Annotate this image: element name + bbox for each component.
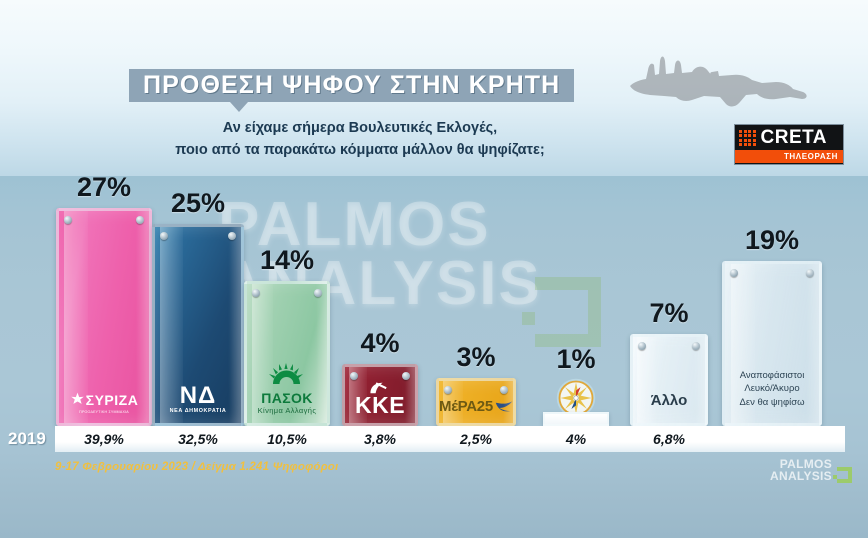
prev-value-allo: 6,8% (653, 431, 685, 447)
bar-chart: 27% ΣΥΡΙΖΑ ΠΡΟΟΔΕΥΤΙΚΗ ΣΥΜΜΑΧΙΑ 25% (0, 170, 868, 426)
bar-syriza[interactable]: ΣΥΡΙΖΑ ΠΡΟΟΔΕΥΤΙΚΗ ΣΥΜΜΑΧΙΑ (56, 208, 152, 426)
bar-value-mera25: 3% (456, 342, 496, 372)
bar-value-kke: 4% (360, 328, 400, 358)
creta-tagline: ΤΗΛΕΟΡΑΣΗ (783, 152, 838, 161)
page-title-bar: ΠΡΟΘΕΣΗ ΨΗΦΟΥ ΣΤΗΝ ΚΡΗΤΗ (129, 69, 575, 102)
bar-value-pasok: 14% (259, 245, 315, 275)
undecided-line-3: Δεν θα ψηφίσω (739, 397, 805, 409)
prev-value-mera25: 2,5% (460, 431, 492, 447)
bar-column-mera25[interactable]: 3% ΜέΡΑ25 (436, 174, 516, 426)
subtitle-line-2: ποιο από τα παρακάτω κόμματα μάλλον θα ψ… (175, 141, 545, 158)
bar-elliniki-lysi[interactable] (540, 378, 612, 426)
survey-footnote: 9-17 Φεβρουαρίου 2023 / Δείγμα 1.241 Ψηφ… (55, 461, 339, 473)
pasok-wordmark: ΠΑΣΟΚ (261, 389, 313, 406)
mera25-wordmark: ΜέΡΑ25 (439, 398, 493, 415)
palmos-logo-line-2: ANALYSIS (770, 469, 832, 484)
syriza-wordmark: ΣΥΡΙΖΑ (85, 392, 139, 408)
palmos-logo-line-1: PALMOS (779, 457, 832, 471)
undecided-line-1: Αναποφάσιστοι (739, 369, 805, 381)
subtitle: Αν είχαμε σήμερα Βουλευτικές Εκλογές, πο… (60, 118, 660, 162)
watermark-bracket-icon (522, 277, 601, 347)
pasok-sun-icon (269, 362, 303, 384)
previous-election-year-label: 2019 (8, 429, 46, 448)
bar-column-undecided[interactable]: 19% Αναποφάσιστοι Λευκό/Άκυρο Δεν θα ψηφ… (722, 174, 822, 426)
nd-subtitle: ΝΕΑ ΔΗΜΟΚΡΑΤΙΑ (169, 408, 227, 415)
subtitle-line-1: Αν είχαμε σήμερα Βουλευτικές Εκλογές, (222, 120, 498, 136)
bar-nea-dimokratia[interactable]: ΝΔ ΝΕΑ ΔΗΜΟΚΡΑΤΙΑ (152, 224, 244, 426)
undecided-line-2: Λευκό/Άκυρο (744, 383, 800, 395)
pasok-subtitle: Κίνημα Αλλαγής (257, 405, 317, 415)
previous-election-row: 2019 39,9% 32,5% 10,5% 3,8% 2,5% 4% 6,8% (0, 426, 868, 452)
previous-election-row-background (55, 426, 845, 452)
bar-column-pasok[interactable]: 14% ΠΑΣΟΚ (244, 174, 330, 426)
creta-tv-logo: CRETA ΤΗΛΕΟΡΑΣΗ (734, 124, 844, 165)
creta-dot-matrix-icon (739, 129, 756, 147)
palmos-analysis-logo: PALMOS ANALYSIS (770, 458, 852, 483)
swallow-icon (495, 401, 513, 412)
title-pointer (230, 102, 248, 112)
hammer-sickle-icon (370, 382, 387, 394)
page-title: ΠΡΟΘΕΣΗ ΨΗΦΟΥ ΣΤΗΝ ΚΡΗΤΗ (143, 71, 561, 99)
creta-logo-top: CRETA (735, 126, 843, 150)
screw-icon (252, 289, 260, 297)
pasok-sun-logo-icon: ΠΑΣΟΚ Κίνημα Αλλαγής (247, 362, 327, 415)
bar-undecided[interactable]: Αναποφάσιστοι Λευκό/Άκυρο Δεν θα ψηφίσω (722, 261, 822, 426)
screw-icon (136, 216, 144, 224)
bar-kke[interactable]: ΚΚΕ (342, 364, 418, 426)
palmos-bracket-icon (833, 466, 852, 483)
bar-value-allo: 7% (649, 298, 689, 328)
screw-icon (160, 232, 168, 240)
screw-icon (350, 372, 358, 380)
prev-value-pasok: 10,5% (267, 431, 307, 447)
bar-value-elliniki-lysi: 1% (556, 344, 596, 374)
bar-value-syriza: 27% (76, 172, 132, 202)
syriza-star-logo-icon: ΣΥΡΙΖΑ ΠΡΟΟΔΕΥΤΙΚΗ ΣΥΜΜΑΧΙΑ (59, 392, 149, 414)
kke-wordmark: ΚΚΕ (354, 392, 406, 418)
screw-icon (806, 269, 814, 277)
screw-icon (64, 216, 72, 224)
bar-value-nea-dimokratia: 25% (170, 188, 226, 218)
elliniki-lysi-base-plate (543, 412, 609, 426)
bar-column-elliniki-lysi[interactable]: 1% (540, 174, 612, 426)
prev-value-nea-dimokratia: 32,5% (178, 431, 218, 447)
kke-logo-icon: ΚΚΕ (345, 381, 415, 417)
screw-icon (228, 232, 236, 240)
screw-icon (500, 386, 508, 394)
creta-wordmark: CRETA (760, 127, 828, 148)
nd-wordmark: ΝΔ (179, 381, 217, 409)
screw-icon (638, 342, 646, 350)
prev-value-elliniki-lysi: 4% (565, 431, 587, 447)
screw-icon (730, 269, 738, 277)
prev-value-syriza: 39,9% (84, 431, 124, 447)
crete-island-silhouette-icon (630, 56, 807, 107)
screw-icon (402, 372, 410, 380)
bar-column-kke[interactable]: 4% ΚΚΕ (342, 174, 418, 426)
screw-icon (314, 289, 322, 297)
screw-icon (692, 342, 700, 350)
undecided-label-wrap: Αναποφάσιστοι Λευκό/Άκυρο Δεν θα ψηφίσω (725, 369, 819, 410)
allo-label-wrap: Άλλο (633, 392, 705, 409)
syriza-subtitle: ΠΡΟΟΔΕΥΤΙΚΗ ΣΥΜΜΑΧΙΑ (79, 410, 129, 414)
bar-column-allo[interactable]: 7% Άλλο (630, 174, 708, 426)
bar-column-syriza[interactable]: 27% ΣΥΡΙΖΑ ΠΡΟΟΔΕΥΤΙΚΗ ΣΥΜΜΑΧΙΑ (56, 174, 152, 426)
bar-mera25[interactable]: ΜέΡΑ25 (436, 378, 516, 426)
allo-label: Άλλο (650, 392, 688, 409)
prev-value-kke: 3,8% (364, 431, 396, 447)
bar-value-undecided: 19% (744, 225, 800, 255)
creta-tagline-bar: ΤΗΛΕΟΡΑΣΗ (735, 150, 843, 163)
bar-column-nea-dimokratia[interactable]: 25% ΝΔ ΝΕΑ ΔΗΜΟΚΡΑΤΙΑ (152, 174, 244, 426)
screw-icon (444, 386, 452, 394)
nea-dimokratia-logo-icon: ΝΔ ΝΕΑ ΔΗΜΟΚΡΑΤΙΑ (155, 381, 241, 415)
bar-pasok[interactable]: ΠΑΣΟΚ Κίνημα Αλλαγής (244, 281, 330, 426)
mera25-logo-icon: ΜέΡΑ25 (439, 398, 513, 415)
bar-allo[interactable]: Άλλο (630, 334, 708, 426)
